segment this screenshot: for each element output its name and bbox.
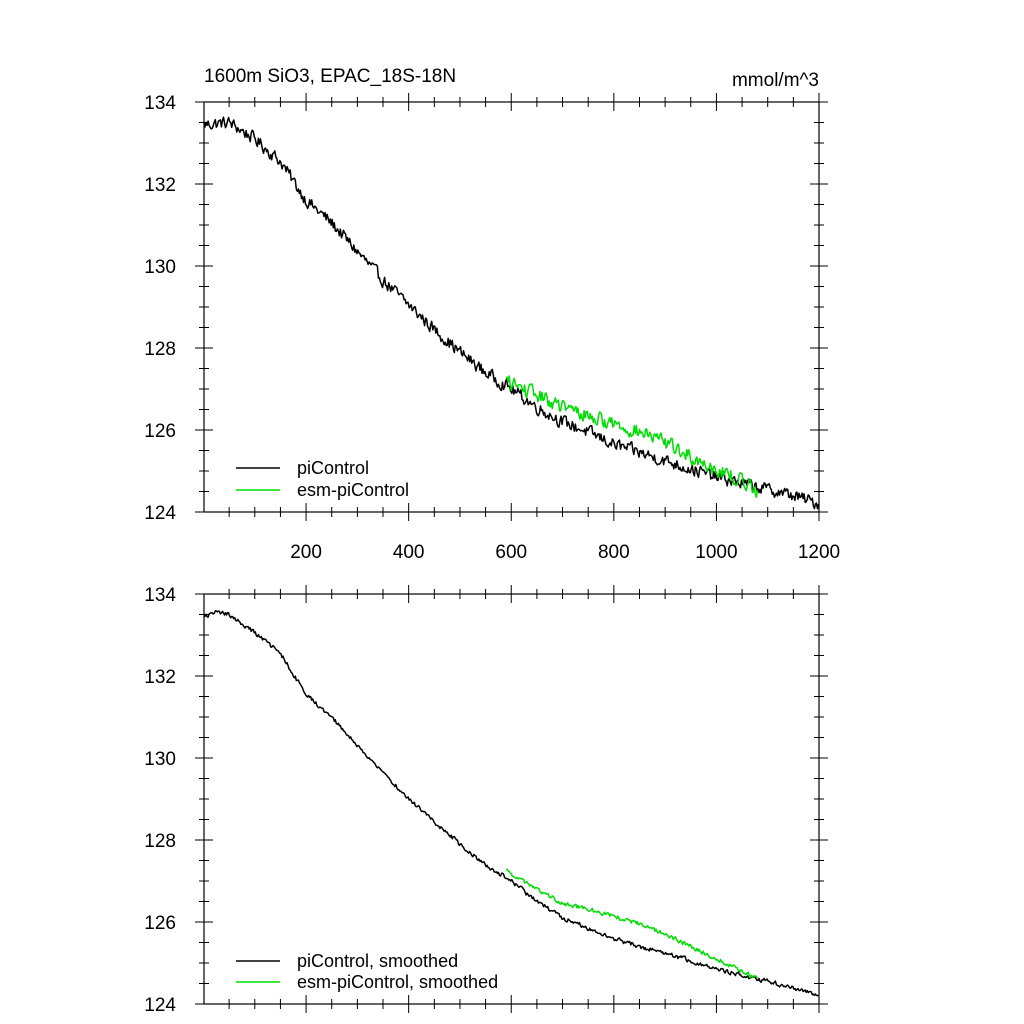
bottom-legend: piControl, smoothed esm-piControl, smoot… xyxy=(236,951,498,992)
top-ytick-label: 126 xyxy=(144,421,176,442)
top-xtick-label: 600 xyxy=(495,542,527,563)
top-ytick-label: 134 xyxy=(144,93,176,114)
top-ytick-label: 124 xyxy=(144,503,176,524)
top-xtick-label: 400 xyxy=(393,542,425,563)
bottom-plot-frame xyxy=(203,593,820,1005)
top-series-group xyxy=(203,116,820,510)
bottom-ticks: 124 126 128 130 132 134 xyxy=(144,585,828,1016)
bottom-series-line-0 xyxy=(203,610,819,997)
top-xtick-label: 800 xyxy=(598,542,630,563)
top-ytick-label: 132 xyxy=(144,175,176,196)
bottom-ytick-label: 126 xyxy=(144,913,176,934)
bottom-ytick-label: 132 xyxy=(144,667,176,688)
top-series-line-1 xyxy=(505,375,759,499)
legend-label-picontrol-smoothed: piControl, smoothed xyxy=(297,951,458,971)
legend-label-esm-picontrol: esm-piControl xyxy=(297,480,409,500)
top-ytick-label: 128 xyxy=(144,339,176,360)
top-legend: piControl esm-piControl xyxy=(236,458,409,500)
top-xtick-label: 1000 xyxy=(695,542,737,563)
top-xtick-label: 200 xyxy=(290,542,322,563)
chart-title: 1600m SiO3, EPAC_18S-18N xyxy=(204,66,456,87)
top-ticks: 124 126 128 130 132 134 200 400 600 800 1000 1200 xyxy=(144,93,840,563)
bottom-ytick-label: 128 xyxy=(144,831,176,852)
top-panel: 124 126 128 130 132 134 200 400 600 800 1000 1200 p… xyxy=(144,93,840,563)
top-xtick-label: 1200 xyxy=(798,542,840,563)
legend-label-picontrol: piControl xyxy=(297,458,369,478)
units-label: mmol/m^3 xyxy=(732,70,819,91)
top-ytick-label: 130 xyxy=(144,257,176,278)
bottom-series-group xyxy=(203,610,819,997)
top-series-line-0 xyxy=(203,116,820,510)
legend-label-esm-picontrol-smoothed: esm-piControl, smoothed xyxy=(297,972,498,992)
bottom-ytick-label: 134 xyxy=(144,585,176,606)
top-plot-frame xyxy=(203,101,820,513)
bottom-ytick-label: 130 xyxy=(144,749,176,770)
bottom-ytick-label: 124 xyxy=(144,995,176,1016)
bottom-series-line-1 xyxy=(505,868,759,979)
bottom-panel: 124 126 128 130 132 134 piControl, smoothed e… xyxy=(144,585,828,1016)
